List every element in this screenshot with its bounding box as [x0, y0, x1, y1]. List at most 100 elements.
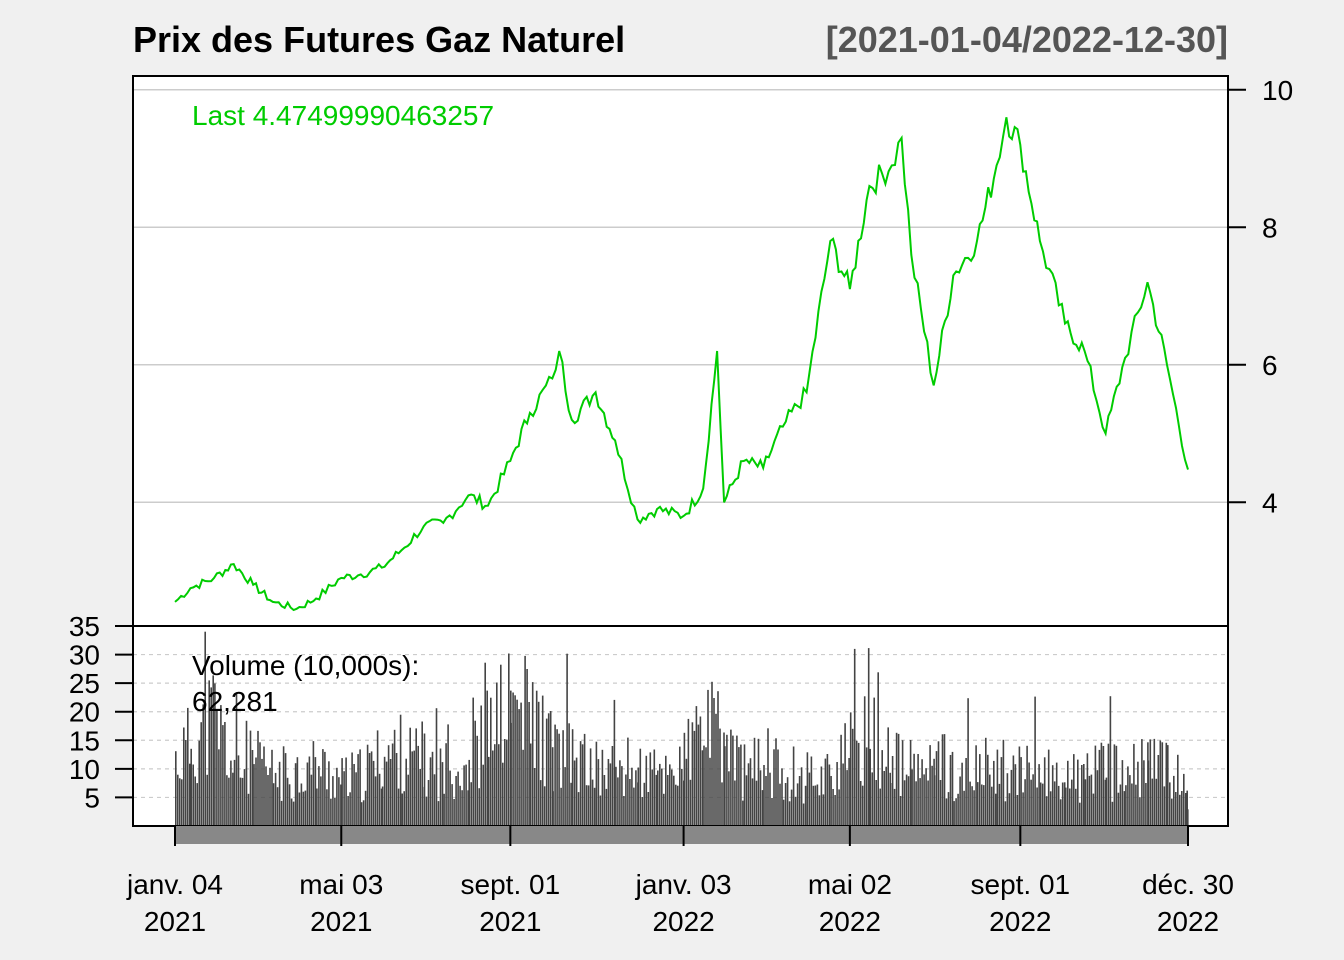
volume-bar — [777, 749, 779, 826]
volume-bar — [1161, 742, 1164, 826]
volume-bar — [591, 779, 594, 826]
volume-bar — [395, 753, 398, 826]
x-tick-year: 2022 — [1157, 906, 1219, 937]
volume-bar — [508, 653, 510, 826]
volume-bar — [879, 788, 881, 826]
volume-bar — [451, 784, 453, 826]
volume-bar — [304, 790, 307, 826]
volume-bar — [474, 720, 476, 826]
volume-bar — [947, 792, 950, 826]
volume-bar — [881, 750, 883, 826]
volume-bar — [740, 744, 742, 826]
volume-bar — [909, 740, 912, 826]
volume-bar — [824, 758, 827, 826]
volume-bar — [364, 790, 367, 826]
volume-bar — [773, 749, 775, 826]
volume-bar — [653, 749, 656, 826]
volume-bar — [1125, 785, 1127, 826]
volume-bar — [570, 782, 572, 826]
volume-bar — [919, 778, 921, 826]
volume-bar — [603, 775, 606, 826]
volume-tick-label: 10 — [69, 754, 100, 785]
volume-bar — [463, 765, 465, 826]
volume-bar — [376, 730, 379, 826]
volume-bar — [675, 784, 677, 826]
volume-bar — [649, 752, 652, 826]
volume-bar — [547, 713, 550, 826]
volume-bar — [897, 733, 900, 826]
volume-bar — [230, 760, 232, 826]
volume-bar — [437, 801, 440, 826]
volume-bar — [619, 760, 621, 826]
volume-bar — [695, 706, 698, 826]
volume-bar — [243, 769, 246, 826]
volume-tick-label: 30 — [69, 640, 100, 671]
volume-bar — [566, 653, 568, 826]
volume-bar — [887, 727, 889, 826]
volume-bar — [804, 785, 807, 826]
volume-bar — [1159, 740, 1162, 826]
volume-bar — [533, 768, 536, 826]
volume-bar — [366, 744, 369, 826]
volume-bar — [667, 775, 669, 826]
volume-bar — [742, 800, 744, 826]
volume-bar — [1065, 787, 1067, 826]
volume-bar — [502, 762, 504, 826]
volume-bar — [267, 775, 269, 826]
volume-bar — [280, 800, 283, 826]
volume-bar — [272, 783, 275, 826]
volume-bar — [1081, 765, 1083, 826]
volume-bar — [355, 772, 357, 826]
volume-bar — [901, 740, 904, 826]
volume-bar — [208, 680, 210, 826]
volume-bar — [595, 741, 598, 826]
volume-bar — [1045, 796, 1048, 826]
volume-bar — [322, 749, 324, 826]
volume-bar — [1053, 781, 1056, 826]
volume-bar — [899, 796, 902, 826]
volume-tick-label: 25 — [69, 668, 100, 699]
volume-bar — [781, 768, 783, 826]
volume-bar — [577, 792, 580, 826]
volume-bar — [857, 742, 860, 826]
volume-bar — [1169, 782, 1171, 826]
volume-bar — [1069, 788, 1071, 826]
volume-bar — [745, 775, 748, 826]
volume-bar — [721, 782, 723, 826]
volume-bar — [341, 758, 343, 826]
volume-bar — [265, 766, 267, 826]
volume-bar — [551, 747, 554, 826]
volume-bar — [1135, 784, 1137, 826]
volume-bar — [1173, 775, 1175, 826]
volume-bar — [607, 759, 610, 826]
volume-bar — [393, 729, 396, 826]
volume-bar — [560, 787, 562, 826]
x-tick-label: déc. 30 — [1142, 869, 1234, 900]
volume-bar — [663, 793, 665, 826]
volume-bar — [903, 780, 906, 826]
volume-bar — [734, 780, 736, 826]
volume-bar — [232, 772, 234, 826]
volume-bar — [1004, 801, 1007, 826]
volume-bar — [834, 795, 836, 826]
volume-bar — [895, 732, 898, 826]
volume-bar — [411, 751, 413, 826]
volume-bar — [334, 798, 336, 826]
volume-bar — [204, 631, 206, 826]
volume-bar — [769, 772, 771, 826]
volume-bar — [399, 714, 402, 826]
volume-bar — [1071, 779, 1073, 826]
volume-bar — [965, 758, 967, 826]
volume-bar — [719, 728, 721, 826]
volume-bar — [863, 696, 866, 826]
volume-bar — [484, 662, 486, 826]
volume-bar — [257, 730, 259, 826]
volume-bar — [959, 776, 961, 826]
volume-bar — [601, 749, 604, 826]
volume-bar — [253, 764, 255, 826]
volume-bar — [251, 750, 254, 826]
volume-bar — [345, 757, 347, 826]
volume-bar — [429, 757, 432, 826]
